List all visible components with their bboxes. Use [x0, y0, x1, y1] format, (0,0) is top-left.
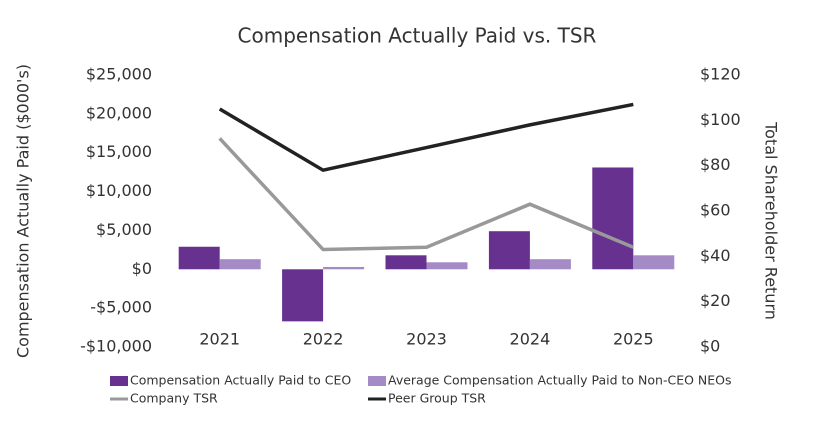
bar — [178, 246, 220, 270]
y2-tick-label: $80 — [700, 155, 731, 174]
x-tick-label: 2025 — [613, 330, 654, 349]
x-tick-label: 2021 — [199, 330, 240, 349]
y-axis-title: Compensation Actually Paid ($000's) — [14, 64, 33, 358]
legend-label: Company TSR — [130, 391, 218, 406]
y-tick-label: $5,000 — [96, 220, 152, 239]
y-tick-label: $0 — [132, 259, 152, 278]
bar — [385, 255, 427, 270]
y2-tick-label: $20 — [700, 291, 731, 310]
y-tick-label: $15,000 — [86, 142, 152, 161]
x-tick-label: 2022 — [303, 330, 344, 349]
bar — [633, 255, 675, 270]
bar — [529, 259, 571, 270]
y2-axis-title: Total Shareholder Return — [762, 121, 781, 320]
y2-tick-label: $0 — [700, 337, 720, 356]
legend-swatch — [110, 376, 128, 386]
line — [218, 137, 634, 252]
line — [218, 102, 634, 173]
chart-title: Compensation Actually Paid vs. TSR — [238, 24, 597, 48]
bar — [592, 167, 634, 270]
x-tick-label: 2024 — [510, 330, 551, 349]
legend-label: Peer Group TSR — [388, 391, 486, 406]
bar — [282, 269, 324, 322]
y2-tick-label: $100 — [700, 110, 741, 129]
legend-label: Compensation Actually Paid to CEO — [130, 373, 351, 388]
y-tick-label: $20,000 — [86, 103, 152, 122]
bar — [323, 266, 365, 270]
y2-tick-label: $40 — [700, 246, 731, 265]
x-tick-label: 2023 — [406, 330, 447, 349]
bar — [426, 262, 468, 270]
y2-tick-label: $120 — [700, 65, 741, 84]
y-tick-label: $10,000 — [86, 181, 152, 200]
y-tick-label: -$10,000 — [80, 337, 152, 356]
y-tick-label: $25,000 — [86, 65, 152, 84]
y-tick-label: -$5,000 — [90, 298, 152, 317]
bar — [219, 259, 261, 270]
legend-label: Average Compensation Actually Paid to No… — [388, 373, 732, 388]
legend-swatch — [368, 376, 386, 386]
y2-tick-label: $60 — [700, 201, 731, 220]
bar — [488, 231, 530, 270]
